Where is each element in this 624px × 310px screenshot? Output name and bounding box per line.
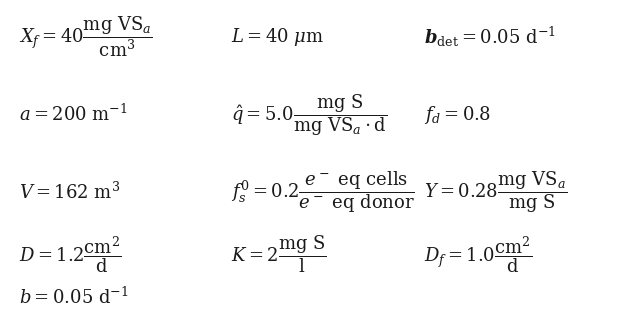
Text: $a = 200\ \mathrm{m}^{-1}$: $a = 200\ \mathrm{m}^{-1}$ xyxy=(19,104,127,125)
Text: $Y = 0.28\dfrac{\mathrm{mg\ VS}_a}{\mathrm{mg\ S}}$: $Y = 0.28\dfrac{\mathrm{mg\ VS}_a}{\math… xyxy=(424,169,567,215)
Text: $V = 162\ \mathrm{m}^3$: $V = 162\ \mathrm{m}^3$ xyxy=(19,182,120,203)
Text: $K = 2\dfrac{\mathrm{mg\ S}}{\mathrm{l}}$: $K = 2\dfrac{\mathrm{mg\ S}}{\mathrm{l}}… xyxy=(231,233,326,275)
Text: $b = 0.05\ \mathrm{d}^{-1}$: $b = 0.05\ \mathrm{d}^{-1}$ xyxy=(19,287,129,308)
Text: $D_f = 1.0\dfrac{\mathrm{cm}^2}{\mathrm{d}}$: $D_f = 1.0\dfrac{\mathrm{cm}^2}{\mathrm{… xyxy=(424,234,532,275)
Text: $f_s^0 = 0.2\dfrac{e^- \mathrm{\ eq\ cells}}{e^- \mathrm{\ eq\ donor}}$: $f_s^0 = 0.2\dfrac{e^- \mathrm{\ eq\ cel… xyxy=(231,169,415,215)
Text: $D = 1.2\dfrac{\mathrm{cm}^2}{\mathrm{d}}$: $D = 1.2\dfrac{\mathrm{cm}^2}{\mathrm{d}… xyxy=(19,234,121,275)
Text: $\hat{q} = 5.0\dfrac{\mathrm{mg\ S}}{\mathrm{mg\ VS}_a\cdot \mathrm{d}}$: $\hat{q} = 5.0\dfrac{\mathrm{mg\ S}}{\ma… xyxy=(231,92,388,138)
Text: $f_d = 0.8$: $f_d = 0.8$ xyxy=(424,104,491,126)
Text: $L = 40\ \mu\mathrm{m}$: $L = 40\ \mu\mathrm{m}$ xyxy=(231,26,324,48)
Text: $\boldsymbol{b}_{\mathrm{det}} = 0.05\ \mathrm{d}^{-1}$: $\boldsymbol{b}_{\mathrm{det}} = 0.05\ \… xyxy=(424,25,557,49)
Text: $X_f = 40\dfrac{\mathrm{mg\ VS}_a}{\mathrm{cm}^3}$: $X_f = 40\dfrac{\mathrm{mg\ VS}_a}{\math… xyxy=(19,15,152,60)
